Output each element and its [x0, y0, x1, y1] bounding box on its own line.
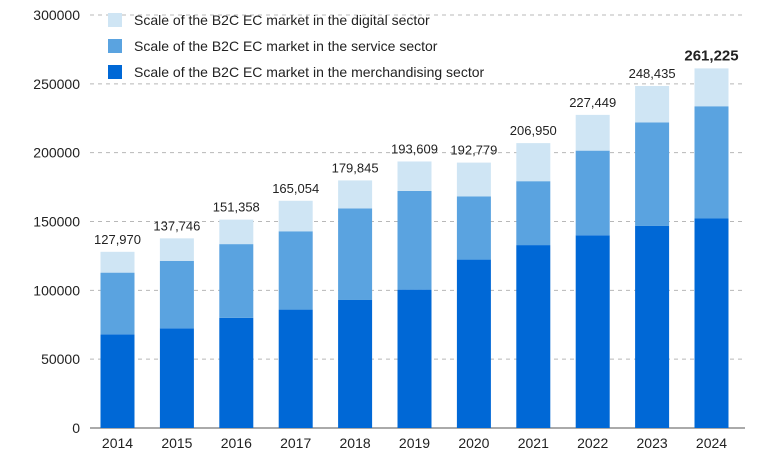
bar-segment-2024-series-2	[694, 68, 729, 107]
bar-segment-2017-series-1	[278, 231, 313, 310]
legend-label-1: Scale of the B2C EC market in the servic…	[134, 38, 438, 54]
bar-segment-2024-series-0	[694, 218, 729, 428]
bar-segment-2023-series-2	[635, 85, 670, 123]
total-label-2017: 165,054	[272, 181, 319, 196]
bar-segment-2021-series-2	[516, 143, 551, 182]
x-tick-label-2023: 2023	[637, 435, 668, 451]
bar-segment-2016-series-2	[219, 219, 254, 245]
bar-segment-2019-series-0	[397, 289, 432, 428]
y-tick-label: 300000	[33, 7, 80, 23]
x-tick-label-2020: 2020	[458, 435, 489, 451]
total-label-2024: 261,225	[684, 47, 738, 64]
legend-swatch-1	[108, 39, 122, 53]
bar-segment-2022-series-1	[575, 150, 610, 236]
y-tick-label: 200000	[33, 145, 80, 161]
bar-segment-2020-series-2	[456, 162, 491, 197]
total-label-2023: 248,435	[629, 66, 676, 81]
total-label-2014: 127,970	[94, 232, 141, 247]
bar-segment-2022-series-2	[575, 114, 610, 151]
bar-segment-2018-series-2	[338, 180, 373, 209]
y-tick-label: 250000	[33, 76, 80, 92]
legend-label-2: Scale of the B2C EC market in the digita…	[134, 12, 430, 28]
total-label-2018: 179,845	[332, 160, 379, 175]
bar-segment-2014-series-1	[100, 272, 135, 335]
y-tick-label: 150000	[33, 214, 80, 230]
bar-segment-2023-series-0	[635, 225, 670, 428]
bar-segment-2020-series-1	[456, 196, 491, 260]
bar-segment-2014-series-0	[100, 334, 135, 428]
x-tick-label-2021: 2021	[518, 435, 549, 451]
y-tick-label: 50000	[41, 351, 80, 367]
bar-segment-2021-series-1	[516, 181, 551, 246]
bar-segment-2017-series-2	[278, 200, 313, 232]
x-tick-label-2018: 2018	[340, 435, 371, 451]
y-tick-label: 0	[72, 420, 80, 436]
x-tick-label-2016: 2016	[221, 435, 252, 451]
bar-segment-2018-series-1	[338, 208, 373, 300]
bar-segment-2015-series-2	[159, 238, 194, 261]
total-label-2020: 192,779	[450, 143, 497, 158]
bar-segment-2022-series-0	[575, 235, 610, 428]
legend-label-0: Scale of the B2C EC market in the mercha…	[134, 64, 485, 80]
x-tick-label-2014: 2014	[102, 435, 133, 451]
x-tick-label-2024: 2024	[696, 435, 727, 451]
x-tick-label-2022: 2022	[577, 435, 608, 451]
bar-segment-2018-series-0	[338, 299, 373, 428]
bar-segment-2016-series-0	[219, 317, 254, 428]
bar-segment-2016-series-1	[219, 244, 254, 318]
x-tick-label-2019: 2019	[399, 435, 430, 451]
total-label-2016: 151,358	[213, 200, 260, 215]
bar-segment-2019-series-1	[397, 190, 432, 290]
bar-segment-2015-series-0	[159, 328, 194, 428]
bar-segment-2024-series-1	[694, 106, 729, 219]
y-tick-label: 100000	[33, 282, 80, 298]
bar-segment-2015-series-1	[159, 260, 194, 329]
x-tick-label-2017: 2017	[280, 435, 311, 451]
total-label-2021: 206,950	[510, 123, 557, 138]
bar-segment-2017-series-0	[278, 309, 313, 428]
bar-segment-2020-series-0	[456, 259, 491, 428]
bar-segment-2019-series-2	[397, 161, 432, 191]
total-label-2022: 227,449	[569, 95, 616, 110]
legend-swatch-2	[108, 13, 122, 27]
bar-segment-2014-series-2	[100, 251, 135, 273]
legend-swatch-0	[108, 65, 122, 79]
bar-segment-2023-series-1	[635, 122, 670, 226]
total-label-2019: 193,609	[391, 141, 438, 156]
x-tick-label-2015: 2015	[161, 435, 192, 451]
total-label-2015: 137,746	[153, 218, 200, 233]
bar-segment-2021-series-0	[516, 245, 551, 428]
